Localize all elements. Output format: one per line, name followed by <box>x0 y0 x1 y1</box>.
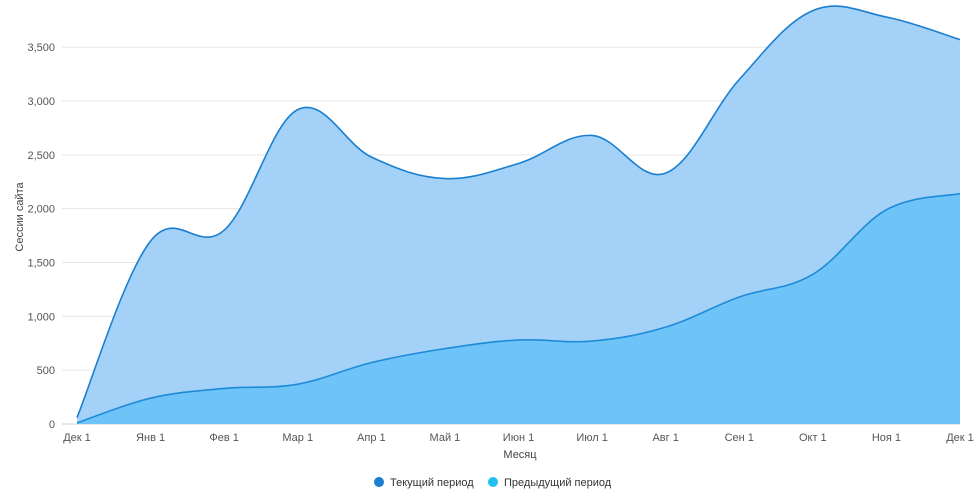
x-tick-label: Июл 1 <box>576 432 608 444</box>
series-area-1 <box>77 193 960 424</box>
x-tick-label: Дек 1 <box>63 432 91 444</box>
legend-label[interactable]: Текущий период <box>390 477 474 489</box>
y-tick-label: 0 <box>49 419 55 431</box>
y-tick-label: 3,000 <box>27 96 55 108</box>
y-axis-title: Сессии сайта <box>14 182 26 252</box>
x-tick-label: Мар 1 <box>282 432 313 444</box>
x-tick-label: Ноя 1 <box>872 432 901 444</box>
x-tick-label: Окт 1 <box>799 432 827 444</box>
series-line-0 <box>76 5 961 418</box>
series-lines <box>76 5 961 424</box>
series-areas <box>77 6 960 425</box>
series-line-1 <box>76 192 961 424</box>
legend: Текущий период Предыдущий период <box>374 477 612 489</box>
x-tick-label: Июн 1 <box>503 432 534 444</box>
x-tick-label: Авг 1 <box>652 432 678 444</box>
x-tick-label: Май 1 <box>430 432 461 444</box>
x-tick-label: Апр 1 <box>357 432 386 444</box>
y-tick-label: 3,500 <box>27 42 55 54</box>
x-tick-label: Дек 1 <box>946 432 974 444</box>
legend-label[interactable]: Предыдущий период <box>504 477 612 489</box>
x-tick-labels: Дек 1 Янв 1 Фев 1 Мар 1 Апр 1 Май 1 Июн 1 Июл 1… <box>63 432 974 444</box>
y-tick-label: 1,500 <box>27 258 55 270</box>
y-tick-labels: 0 500 1,000 1,500 2,000 2,500 3,000 3,500 <box>27 42 55 431</box>
x-axis-title: Месяц <box>503 449 537 461</box>
y-tick-label: 2,000 <box>27 204 55 216</box>
y-tick-label: 500 <box>37 365 55 377</box>
x-tick-label: Фев 1 <box>209 432 239 444</box>
x-tick-label: Янв 1 <box>136 432 165 444</box>
legend-marker <box>374 477 384 487</box>
y-tick-label: 2,500 <box>27 150 55 162</box>
legend-marker <box>488 477 498 487</box>
y-tick-label: 1,000 <box>27 311 55 323</box>
x-tick-label: Сен 1 <box>725 432 754 444</box>
